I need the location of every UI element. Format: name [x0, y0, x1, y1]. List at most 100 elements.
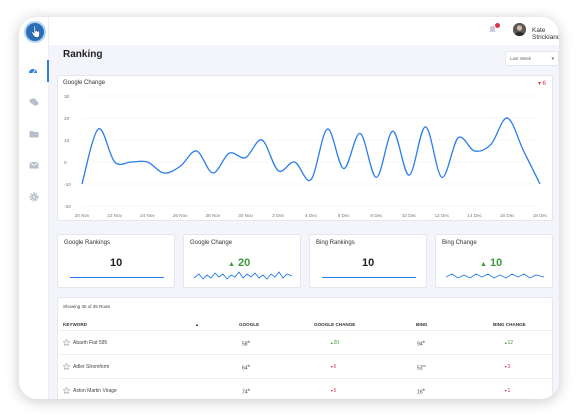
sort-caret-icon[interactable]: ▲	[195, 322, 199, 327]
app-logo[interactable]	[24, 21, 46, 43]
google-rank-cell: 64th	[242, 364, 251, 372]
nav-item-settings[interactable]	[19, 186, 49, 208]
google-change-series-line	[81, 117, 541, 185]
wave-sparkline	[446, 273, 544, 279]
google-rank-cell: 58th	[242, 340, 251, 348]
mini-card-value-number: 10	[490, 257, 503, 269]
mini-card-value: ▲ 20	[228, 257, 250, 269]
google-change-cell: ▲20	[330, 340, 340, 346]
mini-card-value: 10	[110, 257, 123, 269]
page-title: Ranking	[63, 49, 103, 60]
keyword-cell: Adler Stromform	[73, 364, 110, 370]
x-tick-label: 8 Dec	[370, 213, 383, 218]
triangle-down-icon: ▼	[330, 365, 334, 369]
triangle-up-icon: ▲	[228, 261, 235, 268]
mini-card-value-number: 20	[238, 257, 251, 269]
column-header-bing[interactable]: BING	[416, 322, 428, 327]
x-tick-label: 10 Dec	[402, 213, 417, 218]
google-change-cell: ▼5	[330, 388, 337, 394]
y-tick-label: 10	[64, 138, 70, 144]
x-tick-label: 12 Dec	[435, 213, 450, 218]
google-change-cell: ▼6	[330, 364, 337, 370]
hand-pointer-icon	[30, 26, 40, 38]
notification-badge	[495, 23, 500, 28]
x-tick-label: 4 Dec	[305, 213, 318, 218]
bing-rank-cell: 16th	[417, 388, 426, 396]
triangle-up-icon: ▲	[480, 261, 487, 268]
gear-icon	[29, 192, 39, 202]
mini-card-title: Bing Change	[442, 240, 477, 246]
bing-change-cell: ▼1	[504, 388, 511, 394]
google-change-card: Google Change ▲ 20	[183, 234, 301, 288]
envelope-icon	[29, 161, 39, 169]
bing-change-cell: ▼3	[504, 364, 511, 370]
x-tick-label: 6 Dec	[338, 213, 351, 218]
bing-rank-cell: 53rd	[417, 364, 426, 372]
x-tick-label: 30 Nov	[238, 213, 253, 218]
bing-change-cell: ▲12	[504, 340, 514, 346]
caret-down-icon: ▾	[537, 81, 541, 87]
nav-item-files[interactable]	[19, 123, 49, 145]
bing-change-card: Bing Change ▲ 10	[435, 234, 553, 288]
x-tick-label: 14 Dec	[467, 213, 482, 218]
caret-down-icon: ▾	[551, 56, 554, 62]
bell-icon[interactable]	[489, 25, 496, 33]
nav-item-messages[interactable]	[19, 91, 49, 113]
column-header-bing-change[interactable]: BING CHANGE	[493, 322, 526, 327]
x-tick-label: 2 Dec	[272, 213, 285, 218]
google-rankings-card: Google Rankings 10	[57, 234, 175, 288]
star-icon[interactable]	[63, 339, 70, 346]
x-tick-label: 16 Dec	[500, 213, 515, 218]
x-tick-label: 20 Nov	[75, 213, 90, 218]
mini-card-title: Google Change	[190, 240, 233, 246]
mini-card-title: Bing Rankings	[316, 240, 355, 246]
x-tick-label: 24 Nov	[140, 213, 155, 218]
y-tick-label: 20	[64, 116, 70, 122]
wave-sparkline	[194, 271, 292, 280]
x-tick-label: 28 Nov	[206, 213, 221, 218]
keyword-table: Showing 35 of 35 Rows KEYWORD ▲ GOOGLE G…	[57, 297, 553, 399]
column-header-keyword[interactable]: KEYWORD	[63, 322, 87, 327]
triangle-up-icon: ▲	[330, 341, 334, 345]
y-tick-label: -10	[64, 182, 71, 188]
triangle-down-icon: ▼	[330, 389, 334, 393]
avatar[interactable]	[513, 23, 526, 36]
folder-icon	[29, 131, 39, 138]
chart-change-indicator: ▾ 6	[538, 80, 546, 87]
table-row[interactable]: Aston Martin Virage 74th ▼5 16th ▼1	[58, 378, 552, 399]
table-row[interactable]: Adler Stromform 64th ▼6 53rd ▼3	[58, 354, 552, 378]
chat-bubbles-icon	[29, 98, 39, 106]
star-icon[interactable]	[63, 387, 70, 394]
y-tick-label: -20	[64, 204, 71, 210]
date-range-value: Last Week	[510, 56, 532, 61]
date-range-select[interactable]: Last Week ▾	[505, 51, 559, 66]
keyword-cell: Abarth Fiat 595	[73, 340, 108, 346]
row-count-label: Showing 35 of 35 Rows	[63, 304, 111, 309]
triangle-down-icon: ▼	[504, 389, 508, 393]
x-tick-label: 22 Nov	[107, 213, 122, 218]
table-row[interactable]: Abarth Fiat 595 58th ▲20 94th ▲12	[58, 330, 552, 354]
flat-sparkline	[322, 277, 416, 278]
google-change-line-chart: 30 20 10 0 -10 -20 20 Nov 22 Nov 24 Nov 26 Nov 28 …	[64, 94, 548, 218]
triangle-down-icon: ▼	[504, 365, 508, 369]
main-content: Ranking Last Week ▾ Google Change ▾ 6 30…	[49, 45, 559, 399]
top-bar: Kate Strickland	[49, 17, 559, 45]
column-header-google-change[interactable]: GOOGLE CHANGE	[314, 322, 356, 327]
x-tick-label: 26 Nov	[173, 213, 188, 218]
user-name[interactable]: Kate Strickland	[532, 27, 559, 41]
dashboard-gauge-icon	[29, 69, 37, 74]
flat-sparkline	[70, 277, 164, 278]
nav-item-mail[interactable]	[19, 154, 49, 176]
nav-item-dashboard[interactable]	[19, 60, 49, 82]
star-icon[interactable]	[63, 363, 70, 370]
mini-card-title: Google Rankings	[64, 240, 111, 246]
y-tick-label: 30	[64, 94, 70, 100]
google-change-chart-card: Google Change ▾ 6 30 20 10 0 -10 -20 20 Nov 22 …	[57, 75, 553, 221]
column-header-google[interactable]: GOOGLE	[239, 322, 260, 327]
sidebar	[19, 17, 49, 399]
google-rank-cell: 74th	[242, 388, 251, 396]
bing-rankings-card: Bing Rankings 10	[309, 234, 427, 288]
keyword-cell: Aston Martin Virage	[73, 388, 117, 394]
mini-card-value: 10	[362, 257, 375, 269]
app-window: Kate Strickland Ranking Last Week ▾ Goog…	[19, 17, 559, 399]
